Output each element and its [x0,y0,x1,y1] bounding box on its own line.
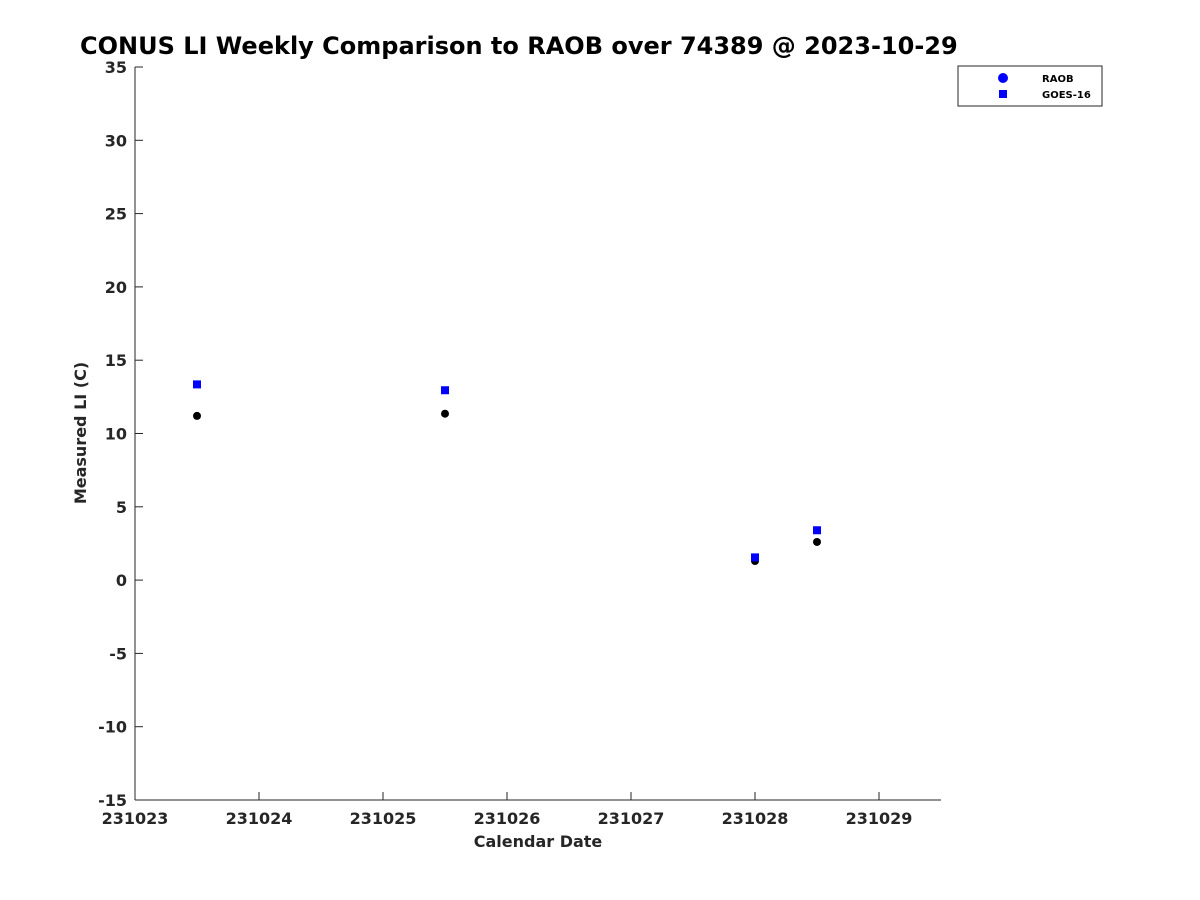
raob-point [813,537,821,546]
goes16-point [751,553,759,562]
series-raob [193,409,821,566]
goes16-point [193,380,201,389]
legend-marker-circle [998,73,1008,83]
data-points [193,380,821,566]
legend-marker-square [999,90,1007,98]
y-tick-label: 25 [105,205,127,224]
goes16-point [441,386,449,395]
y-tick-label: 20 [105,278,127,297]
series-goes-16 [193,380,821,562]
raob-point [441,409,449,418]
x-tick-label: 231025 [350,809,417,828]
y-tick-label: 5 [116,498,127,517]
axes [134,67,941,801]
x-tick-label: 231027 [598,809,665,828]
legend-label: GOES-16 [1042,90,1091,101]
legend-label: RAOB [1042,74,1074,85]
legend: RAOB GOES-16 [957,65,1103,107]
y-tick-label: -15 [98,791,127,810]
y-tick-label: -10 [98,718,127,737]
y-tick-label: 10 [105,425,127,444]
y-tick-label: 15 [105,351,127,370]
x-axis-label: Calendar Date [474,832,603,851]
y-tick-label: -5 [109,644,127,663]
raob-point [193,411,201,420]
x-tick-label: 231026 [474,809,541,828]
x-tick-label: 231029 [846,809,913,828]
goes16-point [813,526,821,535]
x-tick-label: 231023 [102,809,169,828]
y-tick-label: 30 [105,131,127,150]
legend-box [957,65,1103,107]
x-tick-label: 231024 [226,809,293,828]
y-tick-label: 0 [116,571,127,590]
y-axis-label: Measured LI (C) [71,362,90,504]
chart-title: CONUS LI Weekly Comparison to RAOB over … [80,32,958,60]
x-tick-label: 231028 [722,809,789,828]
y-tick-label: 35 [105,58,127,77]
